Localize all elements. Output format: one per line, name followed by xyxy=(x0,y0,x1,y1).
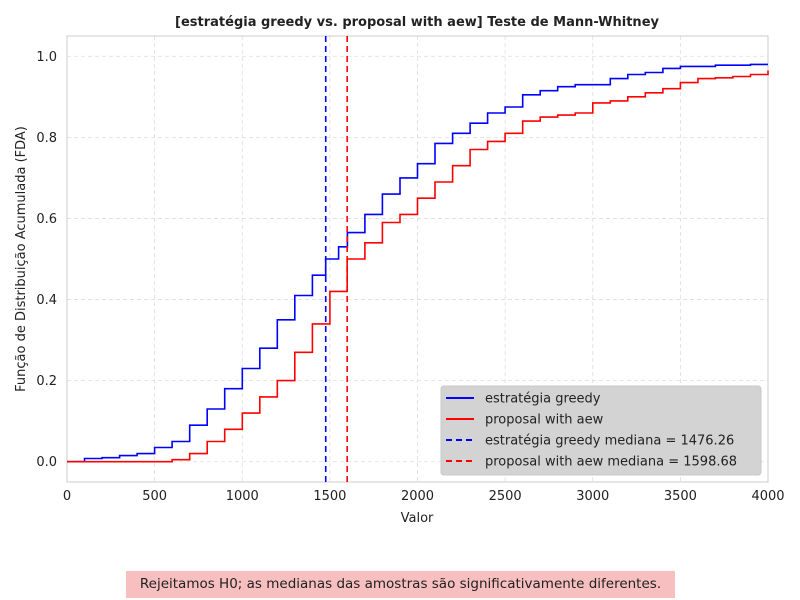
y-axis-label: Função de Distribuição Acumulada (FDA) xyxy=(14,126,29,392)
x-tick-label: 2500 xyxy=(489,489,522,504)
legend-label: estratégia greedy xyxy=(485,392,601,407)
legend-label: proposal with aew xyxy=(485,413,604,428)
y-tick-label: 0.0 xyxy=(36,455,57,470)
y-tick-labels: 0.0 0.2 0.4 0.6 0.8 1.0 xyxy=(36,50,57,470)
x-tick-label: 3500 xyxy=(664,489,697,504)
y-tick-label: 0.6 xyxy=(36,212,57,227)
median-layer xyxy=(324,36,348,482)
y-tick-label: 0.4 xyxy=(36,293,57,308)
y-tick-label: 0.2 xyxy=(36,374,57,389)
legend-box xyxy=(440,385,762,476)
legend-label: estratégia greedy mediana = 1476.26 xyxy=(485,434,734,449)
x-tick-label: 2000 xyxy=(401,489,434,504)
y-tick-label: 1.0 xyxy=(36,50,57,65)
series-line-1 xyxy=(67,70,769,463)
x-tick-label: 0 xyxy=(63,489,71,504)
x-tick-labels: 0 500 1000 1500 2000 2500 3000 3500 4000 xyxy=(63,489,785,504)
legend: estratégia greedy proposal with aew estrat… xyxy=(440,385,762,476)
x-tick-label: 4000 xyxy=(751,489,784,504)
x-axis-label: Valor xyxy=(401,511,434,526)
y-tick-label: 0.8 xyxy=(36,131,57,146)
series-line-0 xyxy=(67,63,768,463)
test-conclusion-note: Rejeitamos H0; as medianas das amostras … xyxy=(126,571,675,598)
chart-title: [estratégia greedy vs. proposal with aew… xyxy=(175,15,659,30)
x-tick-label: 1000 xyxy=(226,489,259,504)
cdf-chart: 0 500 1000 1500 2000 2500 3000 3500 4000 0.00.20… xyxy=(14,15,785,526)
x-tick-label: 1500 xyxy=(313,489,346,504)
plot-frame xyxy=(66,35,769,483)
x-tick-label: 3000 xyxy=(576,489,609,504)
legend-label: proposal with aew mediana = 1598.68 xyxy=(485,455,737,470)
series-layer xyxy=(67,63,769,463)
x-tick-label: 500 xyxy=(142,489,167,504)
